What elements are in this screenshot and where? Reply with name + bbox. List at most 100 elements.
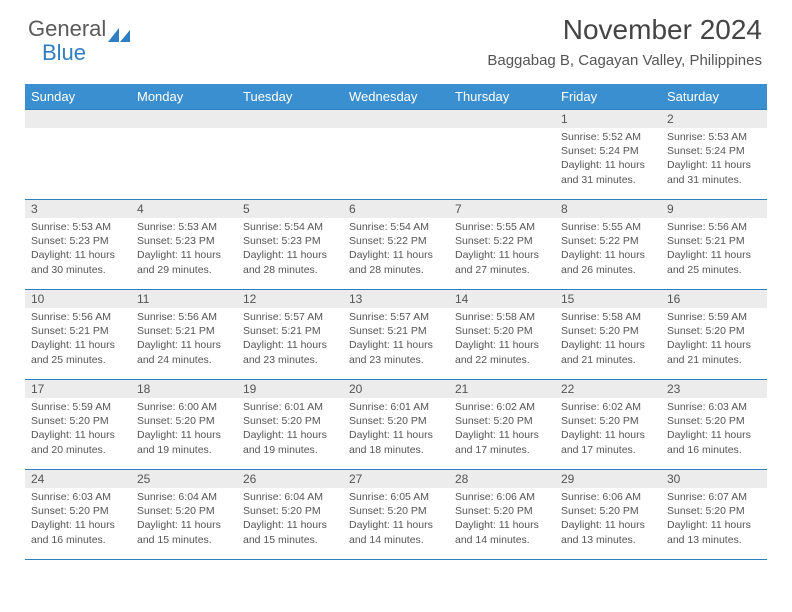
logo-text2: Blue bbox=[42, 40, 86, 66]
calendar-cell: 18Sunrise: 6:00 AMSunset: 5:20 PMDayligh… bbox=[131, 380, 237, 470]
sunset-text: Sunset: 5:20 PM bbox=[31, 414, 125, 428]
day-details: Sunrise: 5:57 AMSunset: 5:21 PMDaylight:… bbox=[237, 308, 343, 371]
day-number: 25 bbox=[131, 470, 237, 488]
sunset-text: Sunset: 5:23 PM bbox=[31, 234, 125, 248]
calendar-cell bbox=[449, 110, 555, 200]
sunrise-text: Sunrise: 5:52 AM bbox=[561, 130, 655, 144]
calendar-week-row: 10Sunrise: 5:56 AMSunset: 5:21 PMDayligh… bbox=[25, 290, 767, 380]
calendar-cell: 17Sunrise: 5:59 AMSunset: 5:20 PMDayligh… bbox=[25, 380, 131, 470]
day-details: Sunrise: 5:54 AMSunset: 5:23 PMDaylight:… bbox=[237, 218, 343, 281]
sunset-text: Sunset: 5:24 PM bbox=[667, 144, 761, 158]
day-number: 2 bbox=[661, 110, 767, 128]
sunrise-text: Sunrise: 5:57 AM bbox=[349, 310, 443, 324]
day-details: Sunrise: 5:56 AMSunset: 5:21 PMDaylight:… bbox=[25, 308, 131, 371]
sunset-text: Sunset: 5:21 PM bbox=[667, 234, 761, 248]
calendar-cell: 14Sunrise: 5:58 AMSunset: 5:20 PMDayligh… bbox=[449, 290, 555, 380]
daylight-text: Daylight: 11 hours and 15 minutes. bbox=[243, 518, 337, 546]
dh-sun: Sunday bbox=[25, 84, 131, 110]
sunrise-text: Sunrise: 5:53 AM bbox=[667, 130, 761, 144]
sunrise-text: Sunrise: 5:58 AM bbox=[561, 310, 655, 324]
sunrise-text: Sunrise: 5:56 AM bbox=[667, 220, 761, 234]
sunrise-text: Sunrise: 5:57 AM bbox=[243, 310, 337, 324]
sunrise-text: Sunrise: 5:53 AM bbox=[31, 220, 125, 234]
day-details: Sunrise: 6:06 AMSunset: 5:20 PMDaylight:… bbox=[449, 488, 555, 551]
day-details: Sunrise: 5:56 AMSunset: 5:21 PMDaylight:… bbox=[131, 308, 237, 371]
day-details: Sunrise: 6:00 AMSunset: 5:20 PMDaylight:… bbox=[131, 398, 237, 461]
calendar-cell bbox=[343, 110, 449, 200]
sunset-text: Sunset: 5:20 PM bbox=[349, 414, 443, 428]
day-details: Sunrise: 6:01 AMSunset: 5:20 PMDaylight:… bbox=[343, 398, 449, 461]
daylight-text: Daylight: 11 hours and 29 minutes. bbox=[137, 248, 231, 276]
sunset-text: Sunset: 5:21 PM bbox=[137, 324, 231, 338]
logo: General bbox=[28, 16, 130, 42]
daylight-text: Daylight: 11 hours and 31 minutes. bbox=[561, 158, 655, 186]
sunrise-text: Sunrise: 6:01 AM bbox=[349, 400, 443, 414]
sunrise-text: Sunrise: 5:54 AM bbox=[349, 220, 443, 234]
day-number: 26 bbox=[237, 470, 343, 488]
day-details: Sunrise: 6:04 AMSunset: 5:20 PMDaylight:… bbox=[131, 488, 237, 551]
location: Baggabag B, Cagayan Valley, Philippines bbox=[487, 52, 762, 69]
day-number: 5 bbox=[237, 200, 343, 218]
sunset-text: Sunset: 5:20 PM bbox=[31, 504, 125, 518]
sunrise-text: Sunrise: 5:54 AM bbox=[243, 220, 337, 234]
daylight-text: Daylight: 11 hours and 16 minutes. bbox=[667, 428, 761, 456]
calendar-cell: 11Sunrise: 5:56 AMSunset: 5:21 PMDayligh… bbox=[131, 290, 237, 380]
daylight-text: Daylight: 11 hours and 17 minutes. bbox=[455, 428, 549, 456]
sunset-text: Sunset: 5:23 PM bbox=[137, 234, 231, 248]
day-number: 24 bbox=[25, 470, 131, 488]
calendar-cell: 27Sunrise: 6:05 AMSunset: 5:20 PMDayligh… bbox=[343, 470, 449, 560]
daylight-text: Daylight: 11 hours and 16 minutes. bbox=[31, 518, 125, 546]
daylight-text: Daylight: 11 hours and 30 minutes. bbox=[31, 248, 125, 276]
daylight-text: Daylight: 11 hours and 27 minutes. bbox=[455, 248, 549, 276]
calendar-week-row: 1Sunrise: 5:52 AMSunset: 5:24 PMDaylight… bbox=[25, 110, 767, 200]
dh-tue: Tuesday bbox=[237, 84, 343, 110]
sunset-text: Sunset: 5:20 PM bbox=[243, 414, 337, 428]
sunset-text: Sunset: 5:24 PM bbox=[561, 144, 655, 158]
daylight-text: Daylight: 11 hours and 14 minutes. bbox=[349, 518, 443, 546]
sunset-text: Sunset: 5:20 PM bbox=[455, 414, 549, 428]
sunrise-text: Sunrise: 6:05 AM bbox=[349, 490, 443, 504]
sunset-text: Sunset: 5:23 PM bbox=[243, 234, 337, 248]
calendar-cell: 24Sunrise: 6:03 AMSunset: 5:20 PMDayligh… bbox=[25, 470, 131, 560]
calendar-cell: 21Sunrise: 6:02 AMSunset: 5:20 PMDayligh… bbox=[449, 380, 555, 470]
sunset-text: Sunset: 5:20 PM bbox=[455, 504, 549, 518]
calendar-cell: 7Sunrise: 5:55 AMSunset: 5:22 PMDaylight… bbox=[449, 200, 555, 290]
day-number bbox=[449, 110, 555, 128]
day-details: Sunrise: 5:57 AMSunset: 5:21 PMDaylight:… bbox=[343, 308, 449, 371]
calendar-cell: 16Sunrise: 5:59 AMSunset: 5:20 PMDayligh… bbox=[661, 290, 767, 380]
calendar-cell: 6Sunrise: 5:54 AMSunset: 5:22 PMDaylight… bbox=[343, 200, 449, 290]
day-details: Sunrise: 6:01 AMSunset: 5:20 PMDaylight:… bbox=[237, 398, 343, 461]
sunrise-text: Sunrise: 6:06 AM bbox=[455, 490, 549, 504]
daylight-text: Daylight: 11 hours and 19 minutes. bbox=[243, 428, 337, 456]
daylight-text: Daylight: 11 hours and 18 minutes. bbox=[349, 428, 443, 456]
day-details: Sunrise: 6:02 AMSunset: 5:20 PMDaylight:… bbox=[449, 398, 555, 461]
day-header-row: Sunday Monday Tuesday Wednesday Thursday… bbox=[25, 84, 767, 110]
sunrise-text: Sunrise: 5:59 AM bbox=[667, 310, 761, 324]
day-number: 28 bbox=[449, 470, 555, 488]
day-details: Sunrise: 6:03 AMSunset: 5:20 PMDaylight:… bbox=[25, 488, 131, 551]
sunrise-text: Sunrise: 6:02 AM bbox=[455, 400, 549, 414]
day-number: 21 bbox=[449, 380, 555, 398]
sunrise-text: Sunrise: 5:56 AM bbox=[31, 310, 125, 324]
day-number: 13 bbox=[343, 290, 449, 308]
day-number: 23 bbox=[661, 380, 767, 398]
sunset-text: Sunset: 5:21 PM bbox=[31, 324, 125, 338]
daylight-text: Daylight: 11 hours and 21 minutes. bbox=[667, 338, 761, 366]
sunset-text: Sunset: 5:20 PM bbox=[349, 504, 443, 518]
daylight-text: Daylight: 11 hours and 26 minutes. bbox=[561, 248, 655, 276]
sunset-text: Sunset: 5:21 PM bbox=[243, 324, 337, 338]
daylight-text: Daylight: 11 hours and 28 minutes. bbox=[349, 248, 443, 276]
sunrise-text: Sunrise: 5:59 AM bbox=[31, 400, 125, 414]
day-details: Sunrise: 6:05 AMSunset: 5:20 PMDaylight:… bbox=[343, 488, 449, 551]
day-number: 3 bbox=[25, 200, 131, 218]
calendar-cell: 15Sunrise: 5:58 AMSunset: 5:20 PMDayligh… bbox=[555, 290, 661, 380]
sunset-text: Sunset: 5:21 PM bbox=[349, 324, 443, 338]
day-number: 12 bbox=[237, 290, 343, 308]
sunrise-text: Sunrise: 6:00 AM bbox=[137, 400, 231, 414]
day-number: 19 bbox=[237, 380, 343, 398]
daylight-text: Daylight: 11 hours and 22 minutes. bbox=[455, 338, 549, 366]
calendar-cell: 22Sunrise: 6:02 AMSunset: 5:20 PMDayligh… bbox=[555, 380, 661, 470]
sunset-text: Sunset: 5:20 PM bbox=[137, 504, 231, 518]
sunset-text: Sunset: 5:20 PM bbox=[561, 504, 655, 518]
day-number: 29 bbox=[555, 470, 661, 488]
